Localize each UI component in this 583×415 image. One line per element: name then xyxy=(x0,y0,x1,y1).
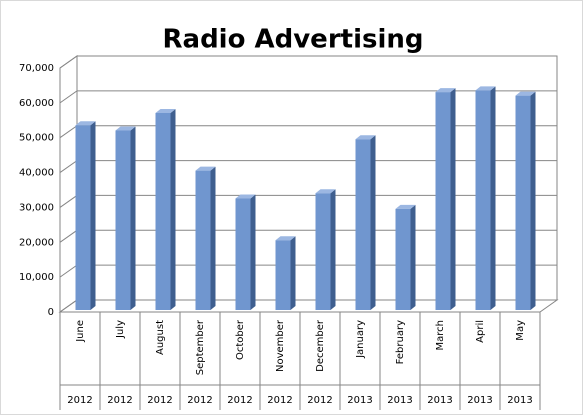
y-tick-label: 50,000 xyxy=(19,133,54,144)
bar-front xyxy=(515,95,531,310)
year-label: 2012 xyxy=(67,395,92,406)
bar-front xyxy=(235,198,251,310)
x-tick-label: December xyxy=(315,319,326,372)
year-label: 2012 xyxy=(267,395,292,406)
bar-side xyxy=(370,135,376,310)
x-tick-label: February xyxy=(395,320,406,364)
grid-line xyxy=(59,55,557,69)
bar xyxy=(235,194,256,310)
bar-side xyxy=(130,126,136,310)
bar xyxy=(435,88,456,311)
side-wall xyxy=(59,55,78,313)
bar xyxy=(475,86,496,311)
y-tick-label: 40,000 xyxy=(19,168,54,179)
year-label: 2012 xyxy=(187,395,212,406)
y-tick-label: 70,000 xyxy=(19,63,54,74)
bar xyxy=(115,126,136,310)
y-tick-label: 0 xyxy=(48,307,54,318)
bar-top xyxy=(435,88,456,93)
bar-front xyxy=(115,130,131,310)
bar-side xyxy=(210,166,216,310)
y-tick-label: 30,000 xyxy=(19,202,54,213)
bar-top xyxy=(355,135,376,140)
bar xyxy=(515,91,536,310)
x-tick-label: April xyxy=(475,320,486,343)
x-tick-label: October xyxy=(235,319,246,360)
bar-side xyxy=(530,91,536,310)
x-tick-label: September xyxy=(195,319,206,375)
bar xyxy=(355,135,376,310)
bar xyxy=(155,109,176,310)
year-label: 2012 xyxy=(307,395,332,406)
x-tick-label: January xyxy=(355,320,366,359)
x-tick-label: March xyxy=(435,320,446,350)
bar-side xyxy=(330,189,336,310)
bar-front xyxy=(475,90,491,311)
bar-front xyxy=(435,92,451,311)
bar-front xyxy=(355,139,371,310)
bar-top xyxy=(275,236,296,241)
y-tick-label: 20,000 xyxy=(19,237,54,248)
year-label: 2013 xyxy=(467,395,492,406)
bar-top xyxy=(115,126,136,131)
chart-title: Radio Advertising xyxy=(163,25,424,55)
bar-front xyxy=(155,113,171,310)
bar-front xyxy=(195,170,211,310)
year-label: 2012 xyxy=(107,395,132,406)
bar-side xyxy=(450,88,456,311)
bar-top xyxy=(195,166,216,171)
year-label: 2013 xyxy=(507,395,532,406)
grid-line xyxy=(59,90,557,104)
year-label: 2013 xyxy=(347,395,372,406)
year-label: 2013 xyxy=(427,395,452,406)
bar-front xyxy=(75,125,91,310)
bar xyxy=(195,166,216,310)
bar-top xyxy=(475,86,496,91)
bar-front xyxy=(395,208,411,310)
bar-top xyxy=(235,194,256,199)
x-tick-label: May xyxy=(515,320,526,341)
bar-side xyxy=(90,121,96,310)
year-label: 2012 xyxy=(227,395,252,406)
bar-side xyxy=(170,109,176,310)
bar xyxy=(275,236,296,310)
bar-side xyxy=(490,86,496,311)
bar-side xyxy=(290,236,296,310)
year-label: 2013 xyxy=(387,395,412,406)
x-tick-label: July xyxy=(115,320,126,339)
bar xyxy=(315,189,336,310)
y-tick-label: 60,000 xyxy=(19,98,54,109)
bar-top xyxy=(315,189,336,194)
bar-front xyxy=(315,193,331,310)
x-tick-label: November xyxy=(275,319,286,372)
x-tick-label: June xyxy=(75,320,86,343)
x-tick-label: August xyxy=(155,320,166,355)
bar-top xyxy=(395,204,416,209)
bar-side xyxy=(250,194,256,310)
year-label: 2012 xyxy=(147,395,172,406)
bar-top xyxy=(75,121,96,126)
bar-front xyxy=(275,240,291,310)
bar xyxy=(75,121,96,310)
bar xyxy=(395,204,416,310)
bar-top xyxy=(515,91,536,96)
bar-side xyxy=(410,204,416,310)
y-tick-label: 10,000 xyxy=(19,272,54,283)
bar-top xyxy=(155,109,176,114)
